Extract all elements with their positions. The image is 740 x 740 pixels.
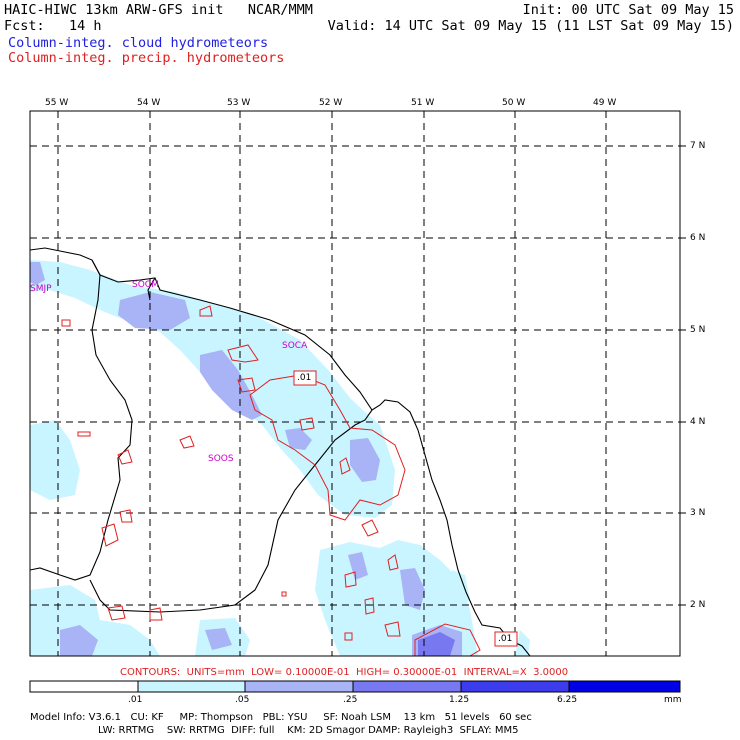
- cloud-shading-dark: [418, 632, 455, 656]
- lat-label-5n: 5 N: [690, 325, 706, 335]
- lat-label-2n: 2 N: [690, 600, 706, 610]
- contours-info: CONTOURS: UNITS=mm LOW= 0.10000E-01 HIGH…: [120, 667, 569, 678]
- lat-label-3n: 3 N: [690, 508, 706, 518]
- map-frame: [29, 110, 681, 657]
- forecast-hour: Fcst: 14 h: [4, 18, 102, 34]
- lat-label-6n: 6 N: [690, 233, 706, 243]
- cloud-shading: [30, 260, 530, 656]
- contour-label-box-2: [494, 631, 518, 647]
- lat-label-7n: 7 N: [690, 141, 706, 151]
- colorbar-tick-1: .01: [128, 695, 143, 705]
- station-socm: SOCM: [132, 280, 159, 290]
- colorbar-tick-4: 1.25: [449, 695, 470, 705]
- lon-label-55w: 55 W: [45, 98, 69, 108]
- station-soos: SOOS: [208, 454, 234, 464]
- valid-time: Valid: 14 UTC Sat 09 May 15 (11 LST Sat …: [327, 18, 734, 34]
- legend-cloud: Column-integ. cloud hydrometeors: [8, 35, 269, 51]
- precip-contours: [61, 305, 481, 656]
- contour-label-1: .01: [297, 373, 312, 383]
- lon-label-52w: 52 W: [319, 98, 343, 108]
- colorbar-tick-2: .05: [235, 695, 250, 705]
- lon-label-50w: 50 W: [502, 98, 526, 108]
- model-info-line-1: Model Info: V3.6.1 CU: KF MP: Thompson P…: [30, 712, 532, 723]
- model-title: HAIC-HIWC 13km ARW-GFS init NCAR/MMM: [4, 2, 313, 18]
- colorbar-units: mm: [664, 695, 682, 705]
- station-smjp: SMJP: [30, 284, 52, 294]
- legend-precip: Column-integ. precip. hydrometeors: [8, 50, 285, 66]
- model-info-line-2: LW: RRTMG SW: RRTMG DIFF: full KM: 2D Sm…: [98, 725, 519, 736]
- grid-lines: [30, 111, 680, 656]
- lon-label-49w: 49 W: [593, 98, 617, 108]
- cloud-shading-medium: [30, 262, 462, 656]
- contour-label-2: .01: [498, 634, 513, 644]
- lon-label-51w: 51 W: [411, 98, 435, 108]
- init-time: Init: 00 UTC Sat 09 May 15: [522, 2, 734, 18]
- station-soca: SOCA: [282, 341, 308, 351]
- lat-label-4n: 4 N: [690, 417, 706, 427]
- contour-label-box-1: [293, 370, 317, 386]
- colorbar-tick-5: 6.25: [557, 695, 578, 705]
- colorbar-tick-3: .25: [343, 695, 358, 705]
- lat-ticks: [680, 145, 686, 606]
- lon-label-54w: 54 W: [137, 98, 161, 108]
- colorbar: [29, 680, 681, 693]
- lon-label-53w: 53 W: [227, 98, 251, 108]
